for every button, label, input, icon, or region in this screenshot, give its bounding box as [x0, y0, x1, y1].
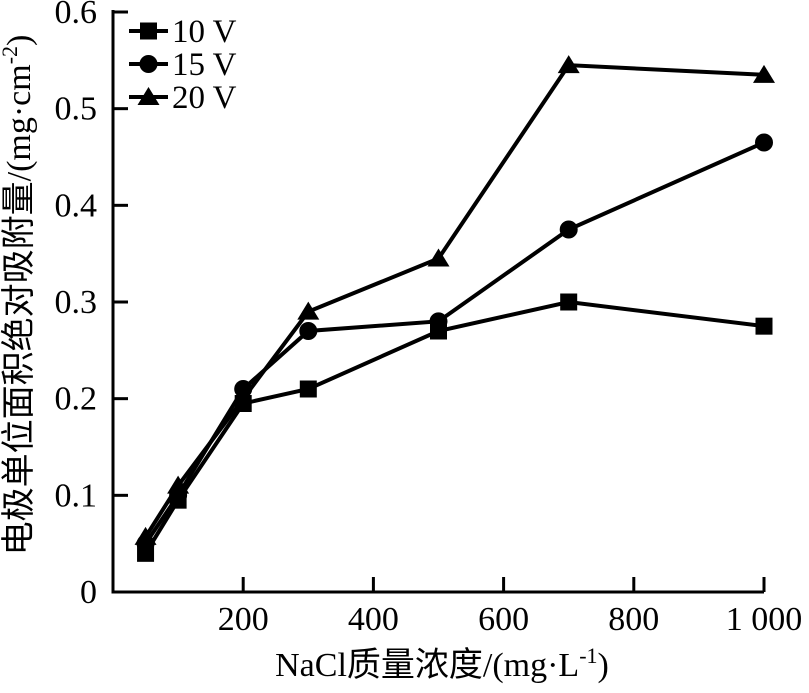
marker-triangle-icon [167, 475, 190, 494]
legend-item-15v: 15 V [129, 47, 237, 83]
marker-triangle-icon [134, 526, 157, 545]
x-tick-label: 1 000 [726, 601, 803, 638]
series-line [143, 63, 765, 538]
y-tick-label: 0.5 [55, 91, 98, 128]
x-axis-title: NaCl质量浓度/(mg·L-1) [275, 643, 609, 684]
marker-circle-icon [559, 220, 578, 239]
legend: 10 V15 V20 V [129, 14, 237, 116]
x-tick-label: 600 [478, 601, 529, 638]
y-tick-label: 0.2 [55, 381, 98, 418]
marker-triangle-icon [297, 301, 320, 320]
marker-triangle-icon [557, 55, 580, 74]
y-tick-label: 0 [80, 574, 97, 611]
y-axis-title: 电极单位面积绝对吸附量/(mg·cm-2) [0, 35, 38, 556]
marker-circle-icon [139, 55, 158, 73]
x-tick-label: 200 [218, 601, 269, 638]
series-20v [134, 55, 775, 545]
y-tick-label: 0.3 [55, 284, 98, 321]
series-10v [137, 293, 773, 562]
marker-triangle-icon [137, 87, 160, 105]
marker-triangle-icon [427, 248, 450, 267]
series-15v [136, 133, 773, 553]
marker-square-icon [299, 380, 317, 398]
legend-label: 20 V [172, 80, 237, 116]
series-line [143, 299, 765, 555]
y-tick-label: 0.6 [55, 0, 98, 31]
marker-circle-icon [299, 322, 318, 340]
marker-triangle-icon [753, 64, 775, 83]
legend-label: 15 V [172, 47, 237, 83]
x-tick-label: 400 [348, 601, 399, 638]
x-tick-label: 800 [608, 601, 659, 638]
y-tick-label: 0.1 [55, 477, 98, 514]
legend-item-10v: 10 V [129, 14, 237, 50]
legend-label: 10 V [172, 14, 237, 50]
marker-circle-icon [755, 133, 773, 152]
marker-circle-icon [429, 312, 448, 331]
marker-square-icon [140, 22, 157, 40]
series-line [143, 140, 765, 545]
y-tick-label: 0.4 [55, 187, 98, 224]
legend-item-20v: 20 V [129, 80, 237, 116]
marker-square-icon [560, 293, 578, 311]
marker-square-icon [755, 317, 773, 335]
